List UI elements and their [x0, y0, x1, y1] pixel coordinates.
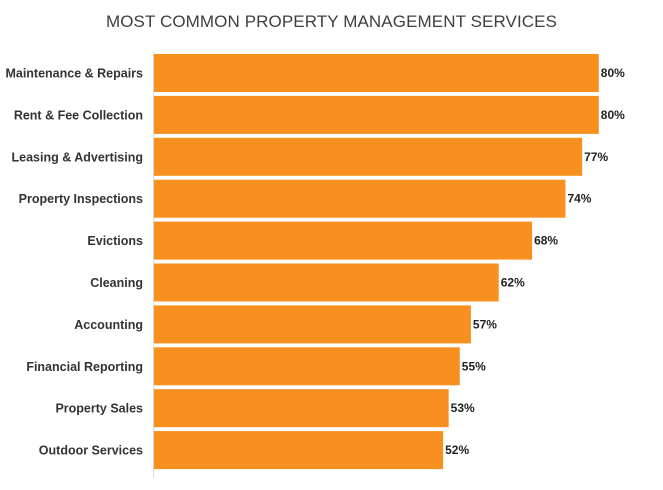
- value-label-0: 80%: [601, 66, 625, 80]
- bar-8: [154, 389, 449, 428]
- bar-2: [154, 137, 583, 176]
- value-label-7: 55%: [462, 359, 486, 373]
- category-label-8: Property Sales: [55, 402, 143, 416]
- bar-9: [154, 431, 444, 470]
- category-label-6: Accounting: [74, 318, 143, 332]
- bar-6: [154, 305, 471, 344]
- value-label-4: 68%: [534, 234, 558, 248]
- value-label-3: 74%: [567, 192, 591, 206]
- category-label-1: Rent & Fee Collection: [14, 108, 143, 122]
- bar-5: [154, 263, 499, 302]
- bar-0: [154, 54, 599, 92]
- bar-4: [154, 221, 533, 260]
- category-label-7: Financial Reporting: [26, 360, 143, 374]
- category-label-5: Cleaning: [90, 276, 143, 290]
- chart-title: MOST COMMON PROPERTY MANAGEMENT SERVICES: [105, 12, 558, 31]
- bar-3: [154, 179, 566, 218]
- category-label-3: Property Inspections: [19, 192, 143, 206]
- value-label-2: 77%: [584, 150, 608, 164]
- bars-group: Maintenance & Repairs 80% Rent & Fee Colle…: [5, 54, 625, 470]
- value-label-6: 57%: [473, 317, 497, 331]
- value-label-5: 62%: [501, 276, 525, 290]
- bar-1: [154, 95, 599, 134]
- value-label-9: 52%: [445, 443, 469, 457]
- value-label-8: 53%: [451, 401, 475, 415]
- category-label-2: Leasing & Advertising: [11, 150, 143, 164]
- category-label-9: Outdoor Services: [39, 444, 143, 458]
- bar-7: [154, 347, 460, 386]
- category-label-0: Maintenance & Repairs: [5, 67, 143, 81]
- value-label-1: 80%: [601, 108, 625, 122]
- category-label-4: Evictions: [87, 234, 143, 248]
